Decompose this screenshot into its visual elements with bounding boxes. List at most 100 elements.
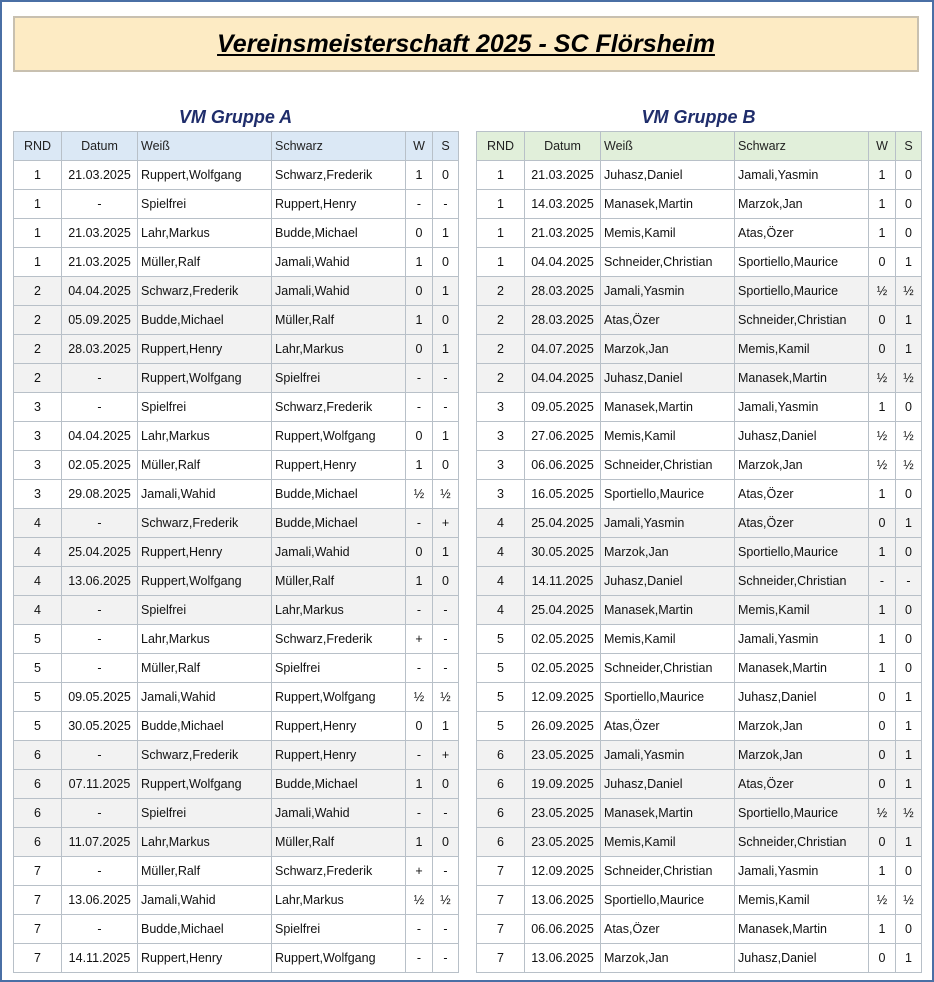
- cell-white-score[interactable]: ½: [868, 421, 896, 451]
- cell-white-score[interactable]: 1: [405, 160, 433, 190]
- cell-round[interactable]: 3: [476, 450, 525, 480]
- cell-white-score[interactable]: ½: [405, 479, 433, 509]
- cell-black[interactable]: Manasek,Martin: [734, 653, 869, 683]
- cell-black[interactable]: Schwarz,Frederik: [271, 160, 406, 190]
- cell-white[interactable]: Marzok,Jan: [600, 537, 735, 567]
- cell-white[interactable]: Sportiello,Maurice: [600, 885, 735, 915]
- cell-black-score[interactable]: 1: [432, 276, 459, 306]
- cell-round[interactable]: 2: [476, 305, 525, 335]
- cell-white[interactable]: Schneider,Christian: [600, 856, 735, 886]
- cell-black[interactable]: Memis,Kamil: [734, 595, 869, 625]
- cell-date[interactable]: 30.05.2025: [61, 711, 138, 741]
- cell-white[interactable]: Jamali,Yasmin: [600, 740, 735, 770]
- cell-black-score[interactable]: -: [432, 392, 459, 422]
- cell-round[interactable]: 4: [13, 537, 62, 567]
- cell-black-score[interactable]: -: [432, 914, 459, 944]
- cell-white-score[interactable]: ½: [405, 682, 433, 712]
- cell-white-score[interactable]: -: [405, 740, 433, 770]
- cell-date[interactable]: 02.05.2025: [524, 624, 601, 654]
- cell-white-score[interactable]: 1: [405, 827, 433, 857]
- cell-white-score[interactable]: 0: [868, 334, 896, 364]
- cell-round[interactable]: 7: [476, 856, 525, 886]
- cell-black[interactable]: Budde,Michael: [271, 769, 406, 799]
- cell-black[interactable]: Atas,Özer: [734, 508, 869, 538]
- cell-black-score[interactable]: 1: [432, 421, 459, 451]
- cell-black-score[interactable]: 0: [895, 595, 922, 625]
- cell-black-score[interactable]: 1: [895, 305, 922, 335]
- cell-white-score[interactable]: 1: [868, 537, 896, 567]
- cell-date[interactable]: -: [61, 392, 138, 422]
- cell-round[interactable]: 3: [13, 421, 62, 451]
- cell-white[interactable]: Ruppert,Wolfgang: [137, 160, 272, 190]
- cell-date[interactable]: 28.03.2025: [524, 276, 601, 306]
- cell-round[interactable]: 6: [476, 798, 525, 828]
- cell-white-score[interactable]: 1: [868, 479, 896, 509]
- cell-round[interactable]: 2: [476, 363, 525, 393]
- cell-date[interactable]: 23.05.2025: [524, 827, 601, 857]
- cell-white-score[interactable]: 0: [405, 421, 433, 451]
- cell-round[interactable]: 3: [13, 450, 62, 480]
- cell-black[interactable]: Budde,Michael: [271, 508, 406, 538]
- cell-round[interactable]: 1: [476, 189, 525, 219]
- cell-white-score[interactable]: 0: [868, 682, 896, 712]
- cell-white[interactable]: Ruppert,Wolfgang: [137, 566, 272, 596]
- cell-white[interactable]: Ruppert,Henry: [137, 334, 272, 364]
- cell-white-score[interactable]: 0: [868, 943, 896, 973]
- cell-black[interactable]: Ruppert,Henry: [271, 450, 406, 480]
- cell-black-score[interactable]: ½: [895, 885, 922, 915]
- cell-date[interactable]: 09.05.2025: [61, 682, 138, 712]
- cell-black[interactable]: Ruppert,Henry: [271, 711, 406, 741]
- cell-black[interactable]: Schneider,Christian: [734, 827, 869, 857]
- cell-black-score[interactable]: ½: [895, 421, 922, 451]
- cell-black-score[interactable]: ½: [432, 479, 459, 509]
- cell-white-score[interactable]: ½: [868, 363, 896, 393]
- cell-black[interactable]: Sportiello,Maurice: [734, 798, 869, 828]
- cell-date[interactable]: 14.03.2025: [524, 189, 601, 219]
- cell-black[interactable]: Ruppert,Wolfgang: [271, 421, 406, 451]
- cell-white[interactable]: Ruppert,Henry: [137, 943, 272, 973]
- cell-date[interactable]: 02.05.2025: [61, 450, 138, 480]
- cell-white-score[interactable]: +: [405, 856, 433, 886]
- cell-black-score[interactable]: 1: [432, 537, 459, 567]
- cell-round[interactable]: 4: [476, 537, 525, 567]
- cell-black[interactable]: Ruppert,Wolfgang: [271, 943, 406, 973]
- cell-black[interactable]: Ruppert,Wolfgang: [271, 682, 406, 712]
- cell-white-score[interactable]: 1: [868, 653, 896, 683]
- cell-round[interactable]: 6: [13, 740, 62, 770]
- cell-black[interactable]: Marzok,Jan: [734, 450, 869, 480]
- cell-black-score[interactable]: 0: [895, 160, 922, 190]
- cell-black-score[interactable]: 1: [895, 943, 922, 973]
- cell-black[interactable]: Manasek,Martin: [734, 363, 869, 393]
- cell-black-score[interactable]: 1: [895, 711, 922, 741]
- cell-round[interactable]: 4: [13, 595, 62, 625]
- cell-black-score[interactable]: 0: [432, 160, 459, 190]
- cell-round[interactable]: 2: [476, 276, 525, 306]
- cell-round[interactable]: 4: [476, 595, 525, 625]
- cell-white-score[interactable]: 1: [868, 218, 896, 248]
- cell-black[interactable]: Müller,Ralf: [271, 827, 406, 857]
- cell-white-score[interactable]: 0: [405, 537, 433, 567]
- cell-black[interactable]: Jamali,Yasmin: [734, 624, 869, 654]
- cell-date[interactable]: 29.08.2025: [61, 479, 138, 509]
- cell-round[interactable]: 7: [476, 914, 525, 944]
- cell-white-score[interactable]: 0: [405, 218, 433, 248]
- cell-date[interactable]: 21.03.2025: [61, 247, 138, 277]
- cell-black[interactable]: Jamali,Yasmin: [734, 392, 869, 422]
- cell-black-score[interactable]: 1: [432, 218, 459, 248]
- cell-black[interactable]: Budde,Michael: [271, 479, 406, 509]
- cell-black[interactable]: Memis,Kamil: [734, 885, 869, 915]
- cell-round[interactable]: 5: [476, 624, 525, 654]
- cell-white-score[interactable]: ½: [868, 798, 896, 828]
- cell-black-score[interactable]: 1: [895, 508, 922, 538]
- cell-black[interactable]: Schneider,Christian: [734, 566, 869, 596]
- cell-round[interactable]: 2: [13, 363, 62, 393]
- cell-black-score[interactable]: ½: [895, 450, 922, 480]
- cell-black-score[interactable]: ½: [895, 798, 922, 828]
- cell-black[interactable]: Marzok,Jan: [734, 189, 869, 219]
- cell-date[interactable]: 26.09.2025: [524, 711, 601, 741]
- cell-round[interactable]: 4: [476, 508, 525, 538]
- cell-black-score[interactable]: 1: [895, 682, 922, 712]
- cell-round[interactable]: 1: [13, 218, 62, 248]
- cell-white[interactable]: Marzok,Jan: [600, 943, 735, 973]
- cell-white[interactable]: Lahr,Markus: [137, 421, 272, 451]
